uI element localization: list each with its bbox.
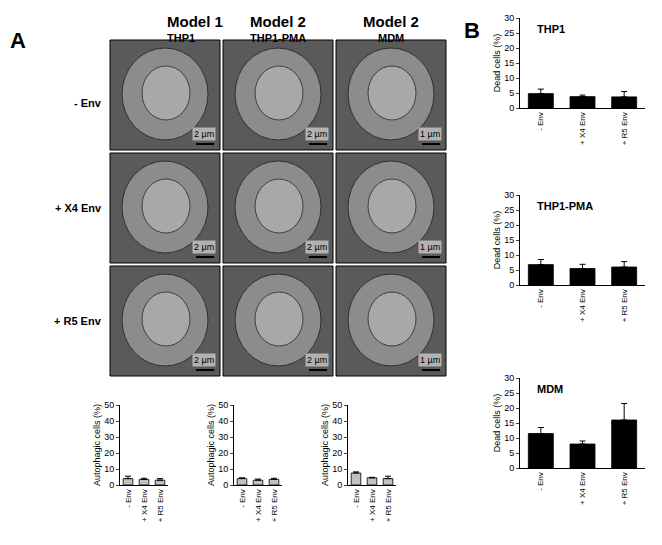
svg-text:Model 2: Model 2 (363, 13, 419, 30)
svg-text:- Env: - Env (536, 112, 545, 131)
svg-text:50: 50 (104, 400, 114, 410)
svg-text:0: 0 (223, 480, 228, 490)
svg-text:20: 20 (218, 448, 228, 458)
svg-text:+ R5 Env: + R5 Env (384, 489, 393, 522)
svg-text:30: 30 (504, 373, 514, 383)
svg-text:15: 15 (504, 235, 514, 245)
svg-text:+ X4 Env: + X4 Env (578, 112, 587, 145)
svg-text:20: 20 (504, 403, 514, 413)
svg-text:10: 10 (504, 433, 514, 443)
svg-text:Model 1: Model 1 (167, 13, 223, 30)
svg-text:1 µm: 1 µm (420, 242, 440, 252)
svg-text:- Env: - Env (74, 97, 102, 109)
svg-text:30: 30 (504, 190, 514, 200)
svg-text:MDM: MDM (537, 383, 563, 395)
svg-text:5: 5 (509, 265, 514, 275)
svg-text:25: 25 (504, 388, 514, 398)
svg-text:1 µm: 1 µm (420, 355, 440, 365)
svg-text:Dead cells (%): Dead cells (%) (492, 211, 502, 270)
svg-text:1 µm: 1 µm (420, 129, 440, 139)
svg-text:+ X4 Env: + X4 Env (140, 489, 149, 522)
svg-text:0: 0 (509, 463, 514, 473)
svg-text:20: 20 (504, 43, 514, 53)
svg-text:- Env: - Env (238, 489, 247, 508)
svg-text:15: 15 (504, 58, 514, 68)
svg-text:+ X4 Env: + X4 Env (55, 202, 102, 214)
svg-text:THP1: THP1 (167, 32, 195, 44)
svg-text:2 µm: 2 µm (194, 355, 214, 365)
svg-text:0: 0 (509, 103, 514, 113)
svg-text:+ R5 Env: + R5 Env (54, 315, 102, 327)
svg-text:+ R5 Env: + R5 Env (620, 112, 629, 145)
svg-text:2 µm: 2 µm (194, 129, 214, 139)
svg-text:+ R5 Env: + R5 Env (270, 489, 279, 522)
svg-text:- Env: - Env (124, 489, 133, 508)
svg-text:THP1: THP1 (537, 23, 565, 35)
svg-text:Dead cells (%): Dead cells (%) (492, 34, 502, 93)
svg-text:Autophagic cells (%): Autophagic cells (%) (320, 404, 330, 486)
svg-text:40: 40 (218, 416, 228, 426)
svg-text:25: 25 (504, 28, 514, 38)
svg-text:+ R5 Env: + R5 Env (156, 489, 165, 522)
svg-text:A: A (10, 28, 26, 53)
svg-text:0: 0 (109, 480, 114, 490)
svg-text:- Env: - Env (536, 472, 545, 491)
svg-text:10: 10 (504, 73, 514, 83)
svg-text:+ R5 Env: + R5 Env (620, 289, 629, 322)
svg-text:+ X4 Env: + X4 Env (368, 489, 377, 522)
svg-text:25: 25 (504, 205, 514, 215)
svg-text:2 µm: 2 µm (307, 355, 327, 365)
svg-text:30: 30 (218, 432, 228, 442)
svg-text:B: B (464, 18, 480, 43)
svg-text:40: 40 (332, 416, 342, 426)
svg-text:20: 20 (504, 220, 514, 230)
svg-text:Autophagic cells (%): Autophagic cells (%) (92, 404, 102, 486)
svg-text:THP1-PMA: THP1-PMA (250, 32, 306, 44)
svg-text:15: 15 (504, 418, 514, 428)
svg-text:THP1-PMA: THP1-PMA (537, 200, 593, 212)
svg-text:Dead cells (%): Dead cells (%) (492, 394, 502, 453)
svg-text:10: 10 (104, 464, 114, 474)
svg-text:- Env: - Env (352, 489, 361, 508)
svg-text:0: 0 (337, 480, 342, 490)
svg-text:- Env: - Env (536, 289, 545, 308)
svg-text:50: 50 (218, 400, 228, 410)
svg-text:10: 10 (504, 250, 514, 260)
svg-text:30: 30 (104, 432, 114, 442)
svg-text:10: 10 (332, 464, 342, 474)
svg-text:+ X4 Env: + X4 Env (254, 489, 263, 522)
svg-text:20: 20 (104, 448, 114, 458)
svg-text:2 µm: 2 µm (194, 242, 214, 252)
svg-text:30: 30 (332, 432, 342, 442)
svg-text:5: 5 (509, 448, 514, 458)
svg-text:0: 0 (509, 280, 514, 290)
svg-text:20: 20 (332, 448, 342, 458)
svg-text:2 µm: 2 µm (307, 129, 327, 139)
svg-text:30: 30 (504, 13, 514, 23)
svg-text:Autophagic cells (%): Autophagic cells (%) (206, 404, 216, 486)
svg-text:40: 40 (104, 416, 114, 426)
svg-text:10: 10 (218, 464, 228, 474)
svg-text:2 µm: 2 µm (307, 242, 327, 252)
svg-text:+ X4 Env: + X4 Env (578, 289, 587, 322)
svg-text:MDM: MDM (378, 32, 404, 44)
svg-text:+ R5 Env: + R5 Env (620, 472, 629, 505)
svg-text:50: 50 (332, 400, 342, 410)
svg-text:5: 5 (509, 88, 514, 98)
svg-text:Model 2: Model 2 (250, 13, 306, 30)
svg-text:+ X4 Env: + X4 Env (578, 472, 587, 505)
